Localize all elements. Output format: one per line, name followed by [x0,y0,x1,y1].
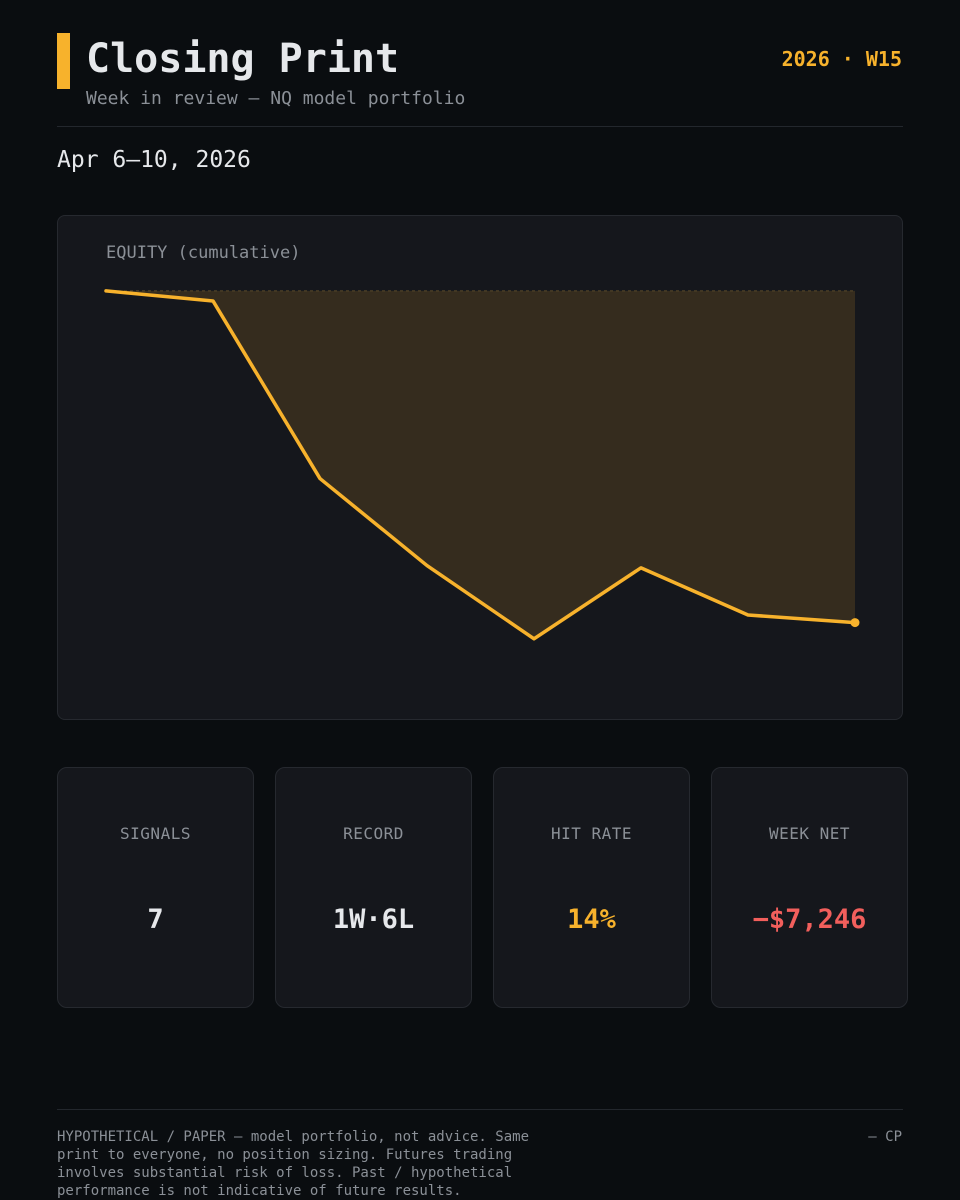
equity-chart: EQUITY (cumulative) [104,243,860,641]
header-divider [57,126,903,127]
stat-label: HIT RATE [550,824,633,843]
stat-value: −$7,246 [752,904,867,935]
page-title: Closing Print [86,36,400,82]
equity-end-point [850,618,860,628]
drawdown-fill [106,290,855,639]
signoff: — CP [868,1129,902,1145]
stat-card-week-net: WEEK NET −$7,246 [711,767,908,1008]
stat-value: 14% [567,904,616,935]
stat-label: WEEK NET [768,824,851,843]
page-subtitle: Week in review — NQ model portfolio [86,88,466,109]
disclaimer-text: HYPOTHETICAL / PAPER — model portfolio, … [57,1129,530,1199]
stat-card-record: RECORD 1W·6L [275,767,472,1008]
chart-title: EQUITY (cumulative) [106,243,300,263]
stat-value: 1W·6L [332,904,415,935]
equity-chart-card: EQUITY (cumulative) [57,215,903,720]
stat-card-signals: SIGNALS 7 [57,767,254,1008]
stat-card-hit-rate: HIT RATE 14% [493,767,690,1008]
stat-label: RECORD [343,824,404,843]
week-tag: 2026 · W15 [781,47,902,71]
stat-value: 7 [147,904,164,935]
footer-divider [57,1109,903,1110]
header-accent-bar [57,33,70,89]
date-range: Apr 6–10, 2026 [57,147,251,173]
stat-label: SIGNALS [120,824,191,843]
equity-line [104,289,857,641]
